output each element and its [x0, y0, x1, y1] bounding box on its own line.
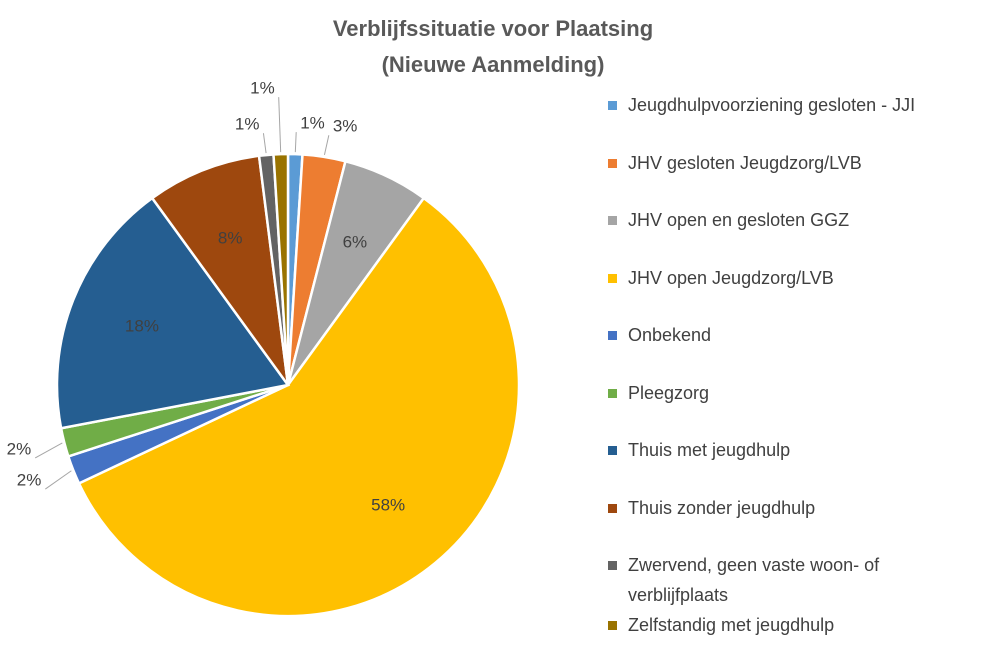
legend-item: Zwervend, geen vaste woon- of verblijfpl…	[608, 550, 978, 610]
leader-line	[294, 132, 297, 153]
legend-label: JHV gesloten Jeugdzorg/LVB	[628, 152, 862, 173]
data-label: 1%	[250, 79, 275, 98]
legend-item: Thuis zonder jeugdhulp	[608, 493, 978, 523]
legend-label: JHV open Jeugdzorg/LVB	[628, 267, 834, 288]
data-label: 1%	[300, 114, 325, 133]
legend: Jeugdhulpvoorziening gesloten - JJI JHV g…	[608, 90, 978, 668]
leader-line	[323, 135, 330, 155]
legend-swatch	[608, 158, 617, 168]
data-label: 3%	[333, 117, 358, 136]
legend-label: Thuis met jeugdhulp	[628, 440, 791, 460]
legend-swatch	[608, 561, 617, 570]
data-label: 1%	[235, 115, 260, 134]
legend-swatch	[608, 388, 617, 398]
legend-item: Thuis met jeugdhulp	[608, 435, 978, 465]
legend-label: Zelfstandig met jeugdhulp	[628, 615, 835, 635]
data-label: 6%	[343, 232, 368, 251]
leader-line	[45, 470, 72, 490]
chart-title: Verblijfssituatie voor Plaatsing	[333, 16, 653, 41]
legend-swatch	[608, 331, 617, 340]
leader-line	[34, 442, 63, 459]
legend-swatch	[608, 101, 617, 110]
pie-slice	[272, 152, 290, 386]
legend-swatch	[608, 216, 617, 225]
chart: Verblijfssituatie voor Plaatsing (Nieuwe…	[7, 16, 653, 618]
legend-swatch	[608, 273, 617, 283]
legend-item: JHV open Jeugdzorg/LVB	[608, 263, 978, 293]
legend-item: Zelfstandig met jeugdhulp	[608, 610, 978, 640]
data-label: 58%	[371, 496, 405, 515]
legend-item: JHV gesloten Jeugdzorg/LVB	[608, 148, 978, 178]
legend-item: JHV open en gesloten GGZ	[608, 205, 978, 235]
legend-swatch	[608, 621, 617, 630]
pie-slice	[55, 196, 291, 430]
legend-item: Onbekend	[608, 320, 978, 350]
legend-label: JHV open en gesloten GGZ	[628, 210, 850, 230]
legend-item: Pleegzorg	[608, 378, 978, 408]
data-label: 2%	[17, 471, 42, 490]
page: Verblijfssituatie voor Plaatsing (Nieuwe…	[6, 15, 916, 635]
legend-label: Zwervend, geen vaste woon- of verblijfpl…	[628, 555, 880, 605]
chart-title: (Nieuwe Aanmelding)	[382, 52, 605, 77]
legend-label: Jeugdhulpvoorziening gesloten - JJI	[628, 95, 916, 115]
data-label: 18%	[125, 317, 159, 336]
pie-slice	[77, 196, 521, 618]
legend-swatch	[608, 446, 617, 455]
legend-item: Jeugdhulpvoorziening gesloten - JJI	[608, 90, 978, 120]
legend-label: Pleegzorg	[628, 382, 710, 403]
leader-line	[278, 97, 282, 153]
data-label: 2%	[7, 439, 32, 458]
legend-label: Thuis zonder jeugdhulp	[628, 497, 816, 518]
legend-label: Onbekend	[628, 325, 712, 345]
pie-slice	[150, 154, 290, 386]
legend-swatch	[608, 503, 617, 513]
data-label: 8%	[218, 228, 243, 247]
leader-line	[262, 133, 267, 154]
